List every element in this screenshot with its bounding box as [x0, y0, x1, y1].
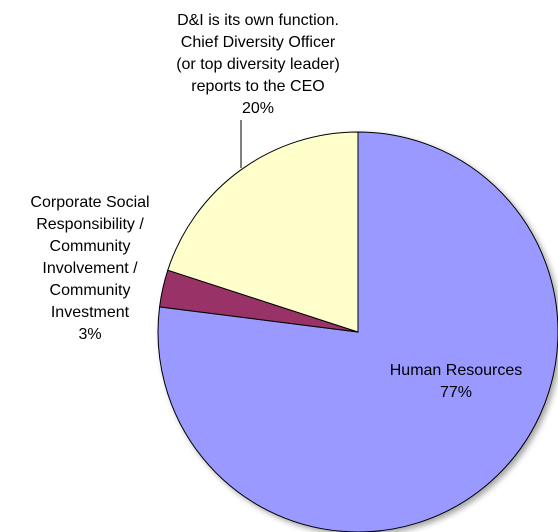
slice-label-line: reports to the CEO	[191, 78, 324, 95]
slice-label-line: (or top diversity leader)	[176, 56, 340, 73]
slice-label-line: 20%	[242, 100, 274, 117]
pie-slices	[157, 131, 558, 532]
slice-labels: Human Resources 77% Corporate Social Respon…	[30, 12, 522, 401]
slice-label-1: Human Resources 77%	[390, 362, 523, 401]
slice-label-line: 3%	[78, 326, 101, 343]
pie-slice-3	[167, 131, 359, 333]
slice-label-line: Human Resources	[390, 362, 523, 379]
slice-label-line: Corporate Social	[30, 194, 149, 211]
slice-label-3: D&I is its own function. Chief Diversity …	[176, 12, 340, 117]
slice-label-line: Community	[50, 238, 131, 255]
slice-label-line: 77%	[440, 384, 472, 401]
slice-label-line: Community	[50, 282, 131, 299]
slice-label-line: Responsibility /	[36, 216, 144, 233]
slice-label-2: Corporate Social Responsibility / Communit…	[30, 194, 149, 343]
slice-label-line: Investment	[51, 304, 130, 321]
slice-label-line: Chief Diversity Officer	[181, 34, 336, 51]
slice-label-line: D&I is its own function.	[177, 12, 339, 29]
slice-label-line: Involvement /	[42, 260, 138, 277]
